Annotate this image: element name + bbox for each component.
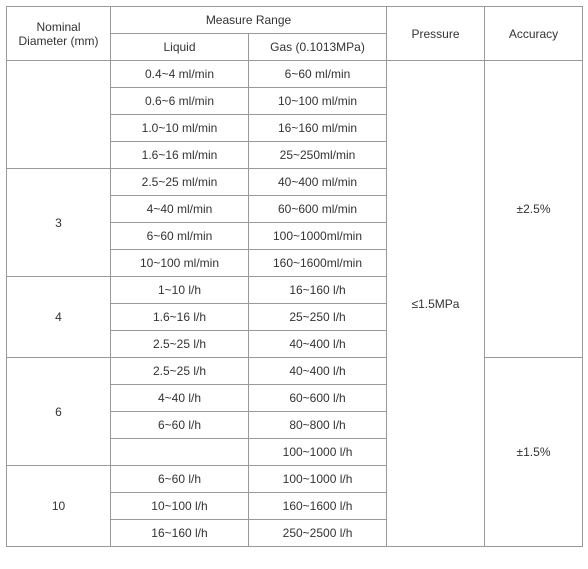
cell-gas: 60~600 ml/min [249,196,387,223]
cell-liquid: 6~60 l/h [111,412,249,439]
cell-liquid: 6~60 l/h [111,466,249,493]
header-measure-range: Measure Range [111,7,387,34]
cell-liquid: 2.5~25 l/h [111,358,249,385]
diameter-3: 3 [7,169,111,277]
cell-liquid: 0.6~6 ml/min [111,88,249,115]
accuracy-value-1: ±2.5% [485,61,583,358]
cell-liquid: 4~40 l/h [111,385,249,412]
cell-liquid: 0.4~4 ml/min [111,61,249,88]
cell-gas: 100~1000 l/h [249,439,387,466]
cell-gas: 25~250 l/h [249,304,387,331]
cell-gas: 40~400 ml/min [249,169,387,196]
diameter-4: 4 [7,277,111,358]
cell-liquid: 2.5~25 l/h [111,331,249,358]
cell-liquid: 2.5~25 ml/min [111,169,249,196]
cell-gas: 6~60 ml/min [249,61,387,88]
cell-gas: 10~100 ml/min [249,88,387,115]
diameter-10: 10 [7,466,111,547]
header-liquid: Liquid [111,34,249,61]
header-nominal: Nominal Diameter (mm) [7,7,111,61]
cell-gas: 16~160 l/h [249,277,387,304]
diameter-6: 6 [7,358,111,466]
pressure-value: ≤1.5MPa [387,61,485,547]
cell-gas: 80~800 l/h [249,412,387,439]
cell-liquid [111,439,249,466]
cell-gas: 40~400 l/h [249,331,387,358]
cell-liquid: 16~160 l/h [111,520,249,547]
header-accuracy: Accuracy [485,7,583,61]
accuracy-value-2: ±1.5% [485,358,583,547]
cell-gas: 100~1000ml/min [249,223,387,250]
diameter-empty [7,61,111,169]
cell-liquid: 1~10 l/h [111,277,249,304]
cell-liquid: 6~60 ml/min [111,223,249,250]
cell-gas: 160~1600ml/min [249,250,387,277]
header-gas: Gas (0.1013MPa) [249,34,387,61]
cell-gas: 100~1000 l/h [249,466,387,493]
header-pressure: Pressure [387,7,485,61]
cell-gas: 250~2500 l/h [249,520,387,547]
cell-gas: 60~600 l/h [249,385,387,412]
cell-gas: 40~400 l/h [249,358,387,385]
spec-table: Nominal Diameter (mm) Measure Range Pres… [6,6,583,547]
cell-gas: 160~1600 l/h [249,493,387,520]
cell-liquid: 1.6~16 ml/min [111,142,249,169]
cell-liquid: 10~100 ml/min [111,250,249,277]
cell-liquid: 1.6~16 l/h [111,304,249,331]
cell-liquid: 1.0~10 ml/min [111,115,249,142]
cell-gas: 25~250ml/min [249,142,387,169]
cell-gas: 16~160 ml/min [249,115,387,142]
cell-liquid: 10~100 l/h [111,493,249,520]
cell-liquid: 4~40 ml/min [111,196,249,223]
